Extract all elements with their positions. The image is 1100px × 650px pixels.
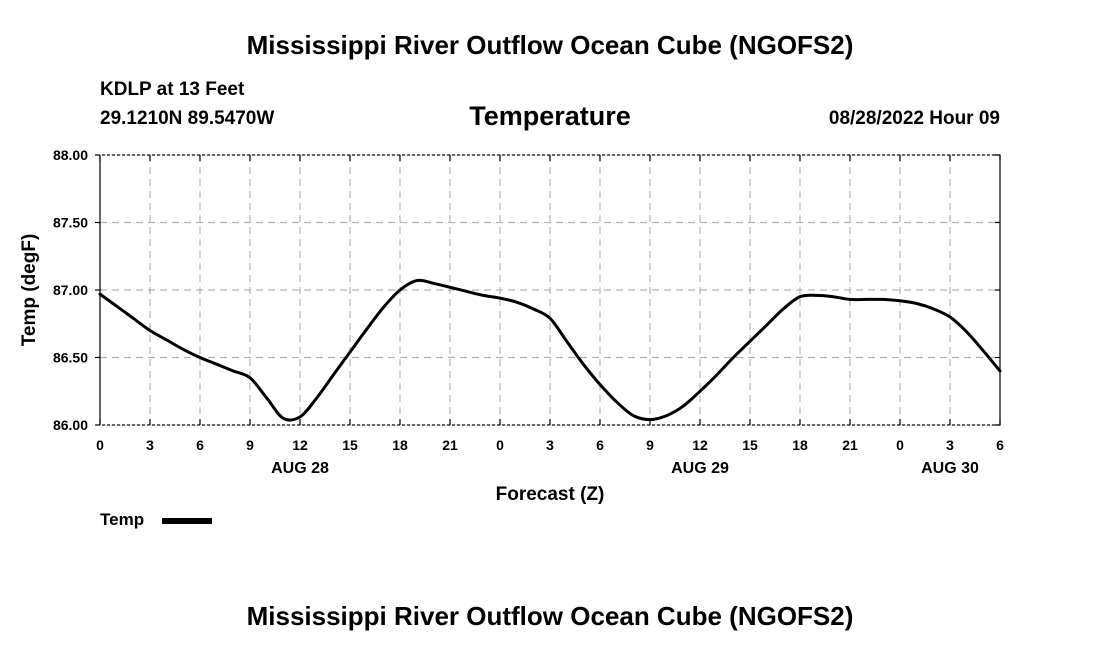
x-tick-label: 12	[692, 437, 708, 453]
x-tick-label: 12	[292, 437, 308, 453]
y-tick-label: 87.00	[53, 282, 88, 298]
x-tick-label: 21	[842, 437, 858, 453]
date-labels: AUG 28 AUG 29 AUG 30	[271, 460, 979, 477]
date-label: AUG 30	[921, 460, 979, 477]
x-tick-label: 9	[246, 437, 254, 453]
x-tick-label: 6	[996, 437, 1004, 453]
x-tick-label: 18	[392, 437, 408, 453]
y-tick-labels: 86.00 86.50 87.00 87.50 88.00	[53, 147, 88, 433]
chart-title: Temperature	[469, 101, 631, 131]
x-tick-label: 18	[792, 437, 808, 453]
date-label: AUG 28	[271, 460, 329, 477]
grid-lines	[100, 155, 1000, 425]
y-tick-label: 88.00	[53, 147, 88, 163]
x-tick-label: 15	[742, 437, 758, 453]
legend-label: Temp	[100, 510, 144, 529]
y-tick-label: 86.00	[53, 417, 88, 433]
x-tick-label: 6	[596, 437, 604, 453]
x-axis-label: Forecast (Z)	[496, 484, 605, 505]
footer-title: Mississippi River Outflow Ocean Cube (NG…	[247, 601, 854, 631]
x-tick-label: 21	[442, 437, 458, 453]
station-label: KDLP at 13 Feet	[100, 79, 245, 100]
x-tick-label: 3	[946, 437, 954, 453]
x-tick-label: 0	[96, 437, 104, 453]
y-axis-label: Temp (degF)	[19, 234, 40, 347]
x-tick-labels: 0 3 6 9 12 15 18 21 0 3 6 9 12 15 18 21 0 3 6	[96, 437, 1004, 453]
station-coords: 29.1210N 89.5470W	[100, 108, 274, 129]
axis-ticks	[95, 154, 1001, 426]
x-tick-label: 9	[646, 437, 654, 453]
x-tick-label: 3	[546, 437, 554, 453]
x-tick-label: 0	[896, 437, 904, 453]
x-tick-label: 6	[196, 437, 204, 453]
y-tick-label: 86.50	[53, 350, 88, 366]
x-tick-label: 0	[496, 437, 504, 453]
legend: Temp	[100, 510, 212, 529]
x-tick-label: 15	[342, 437, 358, 453]
y-tick-label: 87.50	[53, 215, 88, 231]
forecast-datetime: 08/28/2022 Hour 09	[829, 108, 1000, 129]
temp-series-line	[98, 278, 1002, 422]
main-title: Mississippi River Outflow Ocean Cube (NG…	[247, 30, 854, 60]
x-tick-label: 3	[146, 437, 154, 453]
date-label: AUG 29	[671, 460, 729, 477]
